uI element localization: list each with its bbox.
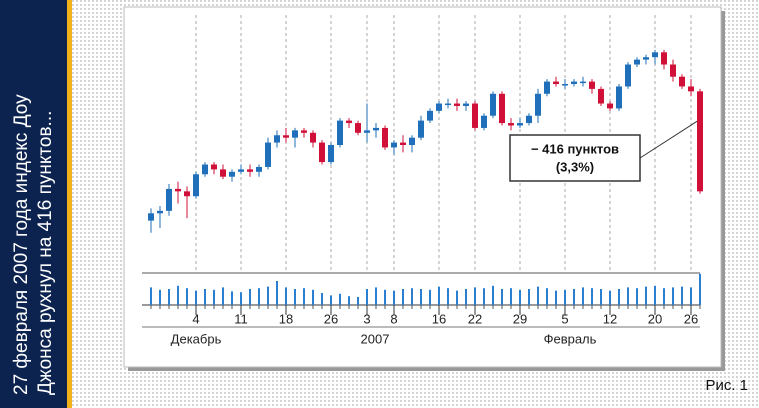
candle-body [283, 135, 289, 138]
annotation-box [509, 134, 641, 182]
candle-body [337, 120, 343, 145]
candle-body [211, 164, 217, 170]
x-tick-label: 16 [432, 311, 446, 326]
annotation-leader [639, 120, 698, 159]
candle-body [454, 103, 460, 106]
candle-body [607, 103, 613, 109]
candle-body [319, 142, 325, 163]
candle-body [184, 191, 190, 197]
candle-body [580, 81, 586, 84]
x-tick-label: 26 [684, 311, 698, 326]
caption-line: Джонса рухнул на 416 пунктов... [35, 111, 56, 395]
candle-body [643, 57, 649, 60]
candle-body [436, 103, 442, 111]
candle-body [265, 142, 271, 167]
x-tick-label: 5 [561, 311, 568, 326]
candle-body [472, 103, 478, 128]
candle-body [688, 86, 694, 92]
candle-body [247, 169, 253, 172]
candle-body [553, 81, 559, 85]
candle-body [508, 123, 514, 126]
candle-body [238, 169, 244, 172]
caption-band [0, 0, 67, 408]
candle-body [364, 130, 370, 133]
candle-body [463, 103, 469, 106]
candle-body [589, 81, 595, 89]
candle-body [346, 120, 352, 124]
candle-body [256, 166, 262, 172]
period-label: Февраль [544, 331, 597, 346]
x-tick-label: 11 [234, 311, 248, 326]
x-tick-label: 4 [192, 311, 199, 326]
annotation-text: − 416 пунктов [531, 141, 619, 156]
candle-body [661, 52, 667, 65]
candle-body [355, 123, 361, 133]
candle-body [499, 93, 505, 124]
candle-body [625, 64, 631, 87]
candle-body [175, 188, 181, 192]
candle-body [526, 115, 532, 124]
candle-body [229, 171, 235, 177]
annotation-text: (3,3%) [556, 159, 594, 174]
figure-label: Рис. 1 [705, 377, 748, 394]
candle-body [562, 84, 568, 86]
x-tick-label: 26 [324, 311, 338, 326]
candle-body [634, 59, 640, 65]
candle-body [427, 110, 433, 121]
candle-body [697, 91, 703, 192]
candle-body [679, 76, 685, 87]
candle-body [274, 135, 280, 143]
candle-body [220, 169, 226, 177]
period-label: Декабрь [171, 331, 222, 346]
candle-body [382, 127, 388, 148]
candle-body [409, 137, 415, 145]
caption-line: 27 февраля 2007 года индекс Доу [11, 94, 32, 395]
candle-body [652, 52, 658, 58]
candle-body [292, 130, 298, 138]
candle-body [310, 132, 316, 143]
x-tick-label: 3 [363, 311, 370, 326]
candle-body [517, 123, 523, 126]
chart-panel [123, 6, 722, 368]
candle-body [481, 115, 487, 128]
x-tick-label: 8 [390, 311, 397, 326]
x-tick-label: 29 [513, 311, 527, 326]
accent-stripe [67, 0, 72, 408]
candle-body [535, 93, 541, 116]
candle-body [391, 142, 397, 148]
candle-body [373, 127, 379, 131]
candle-body [157, 210, 163, 214]
x-tick-label: 18 [279, 311, 293, 326]
candle-body [571, 81, 577, 85]
candle-body [301, 130, 307, 133]
candle-body [400, 142, 406, 145]
candle-body [202, 164, 208, 175]
plot: 4 11 18 26 3 8 16 22 29 5 12 20 26 Декабрь 2007 Февраль… [142, 15, 703, 346]
candle-body [598, 88, 604, 104]
candle-body [193, 174, 199, 197]
candle-body [148, 213, 154, 221]
x-tick-label: 20 [648, 311, 662, 326]
x-tick-label: 22 [468, 311, 482, 326]
candle-body [328, 145, 334, 163]
candle-body [418, 120, 424, 138]
x-tick-label: 12 [603, 311, 617, 326]
candle-body [166, 188, 172, 211]
period-label: 2007 [361, 331, 390, 346]
candle-body [490, 93, 496, 116]
candle-body [544, 81, 550, 94]
candle-body [670, 64, 676, 77]
candle-body [445, 103, 451, 106]
candle-body [616, 86, 622, 109]
